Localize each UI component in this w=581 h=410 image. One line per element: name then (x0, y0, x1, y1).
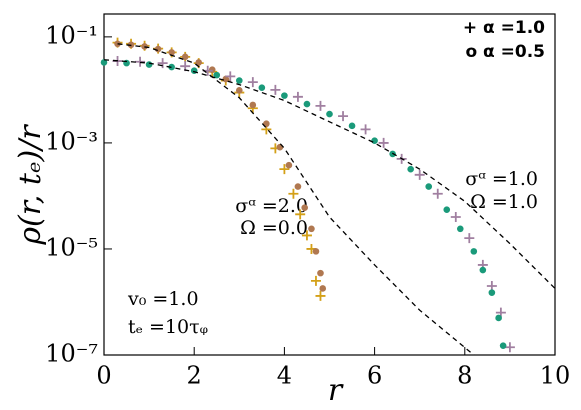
plus-marker (135, 56, 146, 67)
annotation: σᵅ =2.0 (235, 195, 308, 217)
circle-marker (236, 77, 243, 84)
x-tick-label: 0 (96, 362, 111, 390)
circle-marker (213, 71, 221, 79)
circle-marker (495, 314, 502, 322)
legend-entry: + α =1.0 (463, 18, 545, 38)
annotation: v₀ =1.0 (127, 288, 199, 310)
y-tick-label: 10⁻¹ (45, 21, 98, 49)
circle-marker (258, 84, 266, 91)
circle-marker (249, 101, 257, 109)
plus-marker (432, 188, 443, 199)
circle-marker (308, 225, 315, 233)
annotation: Ω =0.0 (240, 217, 308, 239)
fit-line (117, 43, 475, 356)
circle-marker (236, 87, 243, 94)
plot-frame (103, 13, 556, 356)
circle-marker (319, 285, 327, 292)
circle-marker (281, 92, 288, 99)
plus-marker (310, 275, 321, 286)
circle-marker (301, 204, 308, 211)
plus-marker (270, 84, 281, 95)
circle-marker (168, 63, 175, 71)
x-tick-label: 4 (277, 362, 292, 390)
circle-marker (195, 59, 203, 66)
circle-marker (168, 49, 175, 56)
circle-marker (425, 183, 433, 190)
circle-marker (407, 165, 414, 173)
fit-line (103, 59, 556, 289)
annotation: σᵅ =1.0 (465, 168, 538, 190)
circle-marker (276, 143, 284, 151)
plus-marker (288, 188, 299, 199)
circle-marker (145, 61, 153, 68)
circle-marker (499, 342, 507, 349)
y-tick-label: 10⁻³ (45, 127, 98, 155)
plus-marker (292, 91, 303, 102)
plus-marker (315, 290, 326, 301)
circle-marker (154, 45, 162, 53)
plus-marker (157, 58, 168, 69)
y-axis-label: ρ(r, tₑ)/r (13, 124, 48, 246)
plus-marker (279, 164, 290, 175)
x-tick-label: 10 (540, 362, 571, 390)
x-axis-label: r (328, 373, 344, 408)
circle-marker (488, 289, 496, 296)
plus-marker (414, 169, 425, 180)
plus-marker (450, 212, 461, 223)
plus-marker (338, 111, 349, 122)
plus-marker (315, 100, 326, 111)
plus-marker (295, 209, 306, 220)
circle-marker (294, 183, 302, 190)
circle-marker (470, 248, 478, 255)
plus-marker (225, 71, 236, 82)
circle-marker (208, 66, 216, 74)
circle-marker (285, 161, 293, 169)
plus-marker (378, 137, 389, 148)
circle-marker (222, 75, 230, 83)
plus-marker (360, 124, 371, 135)
circle-marker (312, 248, 320, 255)
circle-marker (303, 100, 311, 108)
plus-marker (301, 230, 312, 241)
x-tick-label: 2 (187, 362, 202, 390)
y-tick-label: 10⁻⁷ (45, 340, 98, 368)
circle-marker (181, 53, 189, 61)
circle-marker (479, 266, 487, 274)
y-tick-label: 10⁻⁵ (45, 233, 98, 261)
annotation: tₑ =10τᵩ (128, 316, 208, 338)
circle-marker (317, 269, 324, 277)
plus-marker (464, 233, 475, 244)
circle-marker (100, 59, 108, 66)
circle-marker (456, 225, 464, 233)
legend-entry: o α =0.5 (465, 42, 545, 62)
circle-marker (443, 206, 451, 214)
circle-marker (326, 110, 333, 118)
plus-marker (504, 342, 515, 353)
circle-marker (348, 122, 356, 130)
circle-marker (371, 137, 378, 145)
annotation: Ω =1.0 (470, 191, 538, 213)
plus-marker (247, 77, 258, 88)
x-tick-label: 8 (457, 362, 472, 390)
x-tick-label: 6 (367, 362, 382, 390)
